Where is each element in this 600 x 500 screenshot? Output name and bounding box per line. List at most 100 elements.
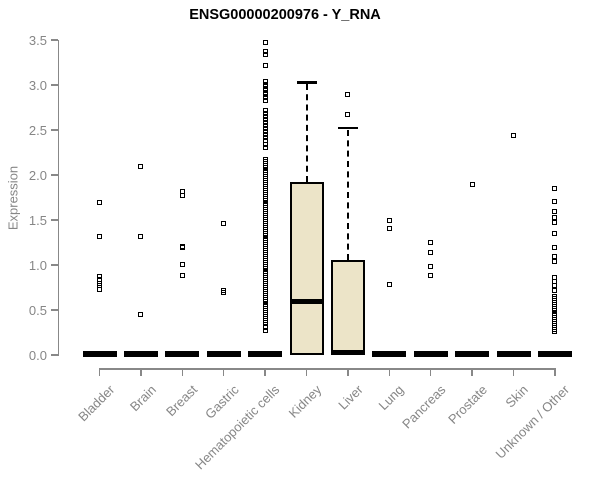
outlier-point — [552, 245, 558, 251]
x-tick-label-breast: Breast — [162, 382, 200, 420]
outlier-point — [386, 282, 392, 288]
x-tick — [181, 368, 184, 376]
y-tick-label: 0.5 — [28, 302, 47, 318]
flat-box-bar — [372, 351, 407, 357]
outlier-point — [552, 253, 558, 259]
outlier-point — [138, 312, 144, 317]
y-tick-label: 2.0 — [28, 167, 47, 183]
x-tick — [554, 368, 556, 376]
x-tick — [471, 368, 473, 376]
plot-title: ENSG00000200976 - Y_RNA — [189, 7, 381, 23]
outlier-point — [262, 138, 268, 144]
outlier-point — [428, 249, 434, 255]
outlier-point — [262, 84, 268, 90]
flat-box-bar — [496, 351, 531, 357]
outlier-point — [262, 62, 268, 68]
outlier-point — [262, 113, 268, 119]
x-tick-label-liver: Liver — [334, 382, 366, 413]
boxplot-box — [289, 182, 324, 355]
y-tick-label: 1.0 — [28, 257, 47, 273]
outlier-point — [262, 107, 268, 113]
y-tick — [50, 219, 58, 221]
whisker-cap — [337, 126, 358, 130]
x-tick — [264, 368, 266, 376]
whisker — [346, 130, 349, 260]
x-axis-line — [99, 368, 557, 370]
flat-box-bar — [248, 351, 283, 357]
outlier-point — [552, 214, 558, 220]
x-tick — [388, 368, 391, 376]
outlier-point — [262, 49, 268, 55]
outlier-point — [262, 87, 268, 92]
y-tick — [50, 174, 58, 176]
x-tick-label-unknown-other: Unknown / Other — [492, 382, 573, 462]
outlier-point — [221, 221, 227, 227]
x-tick-label-kidney: Kidney — [285, 382, 325, 421]
outlier-point — [262, 123, 268, 129]
outlier-point — [552, 186, 558, 191]
x-tick — [98, 368, 101, 376]
y-tick — [50, 354, 58, 356]
median-line — [289, 298, 324, 304]
outlier-point — [262, 116, 268, 122]
outlier-point — [552, 209, 558, 215]
y-tick-label: 3.5 — [28, 32, 47, 48]
outlier-point — [179, 193, 185, 199]
flat-box-bar — [165, 351, 200, 357]
flat-box-bar — [206, 351, 241, 357]
flat-box-bar — [455, 351, 490, 357]
outlier-point — [97, 233, 102, 239]
outlier-point — [138, 163, 144, 169]
x-tick-label-brain: Brain — [126, 382, 159, 415]
outlier-point — [262, 328, 268, 334]
y-tick — [50, 264, 58, 266]
outlier-point — [552, 231, 558, 236]
outlier-point — [511, 132, 516, 138]
outlier-point — [262, 95, 268, 101]
flat-box-bar — [123, 351, 158, 357]
boxplot-box — [330, 259, 365, 355]
outlier-point — [262, 40, 268, 46]
outlier-point — [469, 181, 475, 187]
outlier-point — [552, 220, 558, 226]
y-tick-label: 0.0 — [28, 347, 47, 363]
outlier-point — [428, 240, 434, 245]
outlier-point — [386, 225, 392, 231]
outlier-point — [262, 92, 268, 98]
outlier-point — [428, 273, 434, 279]
outlier-point — [97, 199, 102, 205]
outlier-point — [552, 258, 558, 264]
outlier-point — [262, 51, 268, 57]
x-tick — [347, 368, 349, 376]
x-tick — [305, 368, 308, 376]
outlier-point — [262, 129, 268, 135]
outlier-point — [179, 245, 185, 251]
outlier-point — [428, 264, 434, 270]
flat-box-bar — [82, 351, 117, 357]
x-tick-label-lung: Lung — [375, 382, 407, 414]
outlier-point — [345, 92, 351, 98]
outlier-point — [262, 141, 268, 147]
outlier-point — [345, 112, 351, 118]
y-tick-label: 1.5 — [28, 212, 47, 228]
outlier-point — [97, 274, 102, 280]
outlier-point — [552, 198, 558, 204]
x-tick — [140, 368, 142, 376]
y-tick — [50, 129, 58, 131]
x-tick-label-pancreas: Pancreas — [398, 382, 449, 432]
outlier-point — [262, 126, 268, 132]
y-tick — [50, 309, 58, 311]
x-tick-label-skin: Skin — [502, 382, 532, 411]
x-tick-label-gastric: Gastric — [201, 382, 242, 422]
x-tick-label-bladder: Bladder — [74, 382, 118, 425]
y-tick-label: 3.0 — [28, 77, 47, 93]
outlier-point — [262, 144, 268, 150]
whisker — [305, 84, 308, 183]
x-tick — [429, 368, 432, 376]
median-line — [330, 349, 365, 355]
x-tick-label-prostate: Prostate — [444, 382, 490, 427]
y-tick-label: 2.5 — [28, 122, 47, 138]
outlier-point — [552, 287, 558, 293]
y-tick — [50, 84, 58, 86]
